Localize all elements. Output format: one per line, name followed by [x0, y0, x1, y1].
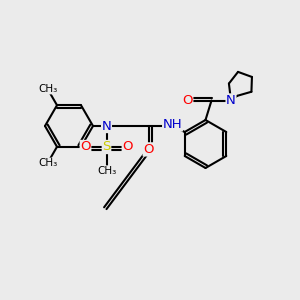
Text: CH₃: CH₃: [97, 166, 116, 176]
Text: CH₃: CH₃: [38, 84, 57, 94]
Text: N: N: [226, 94, 236, 107]
Text: O: O: [182, 94, 193, 107]
Text: O: O: [122, 140, 133, 154]
Text: N: N: [102, 119, 111, 133]
Text: O: O: [143, 143, 154, 156]
Text: NH: NH: [163, 118, 182, 131]
Text: CH₃: CH₃: [38, 158, 57, 168]
Text: S: S: [102, 140, 111, 154]
Text: O: O: [80, 140, 91, 154]
